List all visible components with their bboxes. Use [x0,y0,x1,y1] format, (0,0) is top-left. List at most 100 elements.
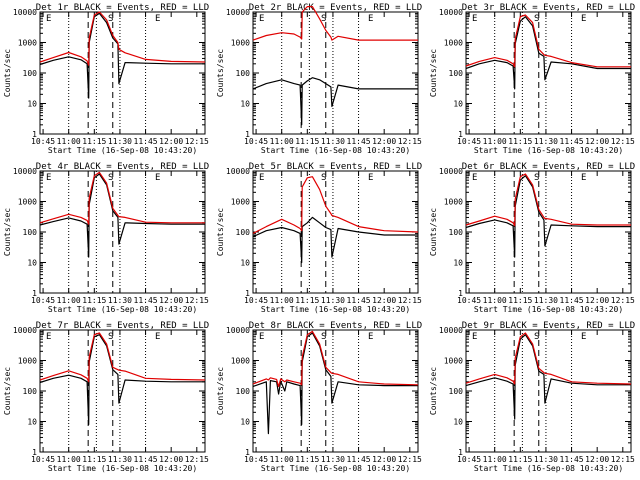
x-tick-label: 11:15 [82,296,106,305]
x-tick-label: 11:45 [560,137,584,146]
x-tick-label: 11:15 [508,137,532,146]
lld-series-line [252,5,418,41]
plot-frame [252,11,419,135]
y-axis-label: Counts/sec [216,367,225,415]
x-tick-label: 10:45 [31,455,55,464]
plot-frame [252,170,419,294]
y-axis-label: Counts/sec [3,208,12,256]
y-tick-label: 1000 [18,39,37,48]
y-tick-label: 1 [245,448,250,457]
segment-marker: E [581,332,586,342]
y-tick-label: 100 [449,69,464,78]
x-tick-label: 10:45 [31,296,55,305]
panel-title: Det 9r BLACK = Events, RED = LLD [462,321,635,331]
y-tick-label: 100 [236,228,251,237]
y-tick-label: 10000 [13,8,37,17]
y-tick-label: 10 [453,259,463,268]
x-tick-label: 11:45 [134,296,158,305]
lld-series-line [252,330,419,388]
x-axis-label: Start Time (16-Sep-08 10:43:20) [48,305,197,314]
x-tick-label: 11:00 [270,455,294,464]
x-tick-label: 12:15 [611,137,635,146]
panel-title: Det 2r BLACK = Events, RED = LLD [249,3,422,13]
x-tick-label: 11:30 [534,296,558,305]
y-tick-label: 10 [240,259,250,268]
segment-marker: E [368,14,373,24]
panel-title: Det 8r BLACK = Events, RED = LLD [249,321,422,331]
y-axis-label: Counts/sec [216,49,225,97]
y-tick-label: 100 [23,228,38,237]
x-tick-label: 11:30 [534,137,558,146]
y-axis-label: Counts/sec [3,49,12,97]
x-tick-label: 12:00 [372,296,396,305]
lld-series-line [39,11,206,66]
y-tick-label: 10000 [226,8,250,17]
x-tick-label: 11:45 [347,455,371,464]
lld-series-line [252,176,419,234]
y-tick-label: 10 [27,259,37,268]
segment-marker: E [259,14,264,24]
x-axis-label: Start Time (16-Sep-08 10:43:20) [474,305,623,314]
segment-marker: E [368,332,373,342]
y-tick-label: 1000 [18,357,37,366]
x-tick-label: 12:15 [185,296,209,305]
x-tick-label: 11:45 [347,137,371,146]
y-tick-label: 10 [240,418,250,427]
x-tick-label: 11:15 [295,455,319,464]
y-tick-label: 1 [245,289,250,298]
segment-marker: S [108,332,113,342]
y-tick-label: 1 [32,448,37,457]
events-series-line [252,332,418,435]
y-tick-label: 1 [32,289,37,298]
lld-series-line [465,14,631,68]
x-tick-label: 11:30 [534,455,558,464]
segment-marker: E [472,173,477,183]
segment-marker: S [321,14,326,24]
y-axis-label: Counts/sec [429,367,438,415]
y-tick-label: 100 [23,69,38,78]
segment-marker: E [581,173,586,183]
segment-marker: E [581,14,586,24]
segment-marker: S [534,14,539,24]
x-tick-label: 10:45 [457,137,481,146]
y-tick-label: 100 [236,387,251,396]
x-tick-label: 11:00 [270,296,294,305]
y-tick-label: 10000 [439,167,463,176]
y-tick-label: 100 [449,387,464,396]
y-tick-label: 100 [236,69,251,78]
x-tick-label: 12:00 [372,137,396,146]
x-tick-label: 12:00 [372,455,396,464]
lld-series-line [465,332,632,385]
segment-marker: S [108,173,113,183]
x-tick-label: 11:15 [508,296,532,305]
x-tick-label: 11:30 [108,455,132,464]
y-tick-label: 10 [453,418,463,427]
x-tick-label: 11:15 [508,455,532,464]
x-tick-label: 10:45 [244,296,268,305]
x-axis-label: Start Time (16-Sep-08 10:43:20) [474,464,623,473]
y-tick-label: 1 [245,130,250,139]
y-tick-label: 10000 [13,326,37,335]
x-tick-label: 11:15 [295,137,319,146]
y-axis-label: Counts/sec [429,49,438,97]
lld-series-line [465,173,631,227]
x-axis-label: Start Time (16-Sep-08 10:43:20) [261,464,410,473]
y-axis-label: Counts/sec [429,208,438,256]
y-tick-label: 10 [453,100,463,109]
y-tick-label: 1000 [231,39,250,48]
x-axis-label: Start Time (16-Sep-08 10:43:20) [261,305,410,314]
x-tick-label: 10:45 [31,137,55,146]
x-tick-label: 11:00 [57,455,81,464]
segment-marker: E [472,332,477,342]
events-series-line [465,175,631,258]
y-tick-label: 1 [458,448,463,457]
y-tick-label: 100 [23,387,38,396]
segment-marker: E [259,332,264,342]
